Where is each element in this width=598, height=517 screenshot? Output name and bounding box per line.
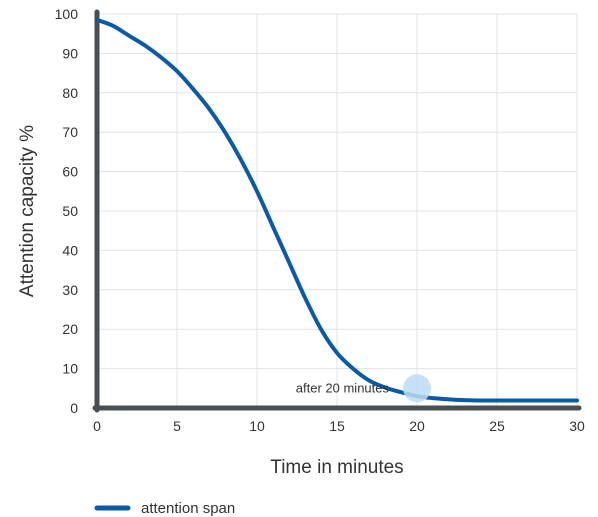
x-tick-label-15: 15 xyxy=(329,418,345,434)
x-tick-label-0: 0 xyxy=(93,418,101,434)
x-axis-title: Time in minutes xyxy=(270,457,403,478)
y-tick-label-100: 100 xyxy=(55,6,79,22)
x-tick-label-25: 25 xyxy=(489,418,505,434)
series-line-attention-span xyxy=(95,17,579,403)
y-tick-label-80: 80 xyxy=(62,85,78,101)
y-tick-label-30: 30 xyxy=(62,282,78,298)
y-tick-label-60: 60 xyxy=(62,164,78,180)
chart-axes xyxy=(92,9,582,413)
y-tick-label-70: 70 xyxy=(62,124,78,140)
annotation-label: after 20 minutes xyxy=(296,380,390,395)
x-tick-label-10: 10 xyxy=(249,418,265,434)
y-tick-label-90: 90 xyxy=(62,45,78,61)
y-tick-label-0: 0 xyxy=(70,400,78,416)
y-axis-title: Attention capacity % xyxy=(17,125,38,297)
x-tick-label-5: 5 xyxy=(173,418,181,434)
y-tick-label-20: 20 xyxy=(62,321,78,337)
chart-tick-labels: 0 10 20 30 40 50 60 70 80 90 100 0 5 10 15 20 25 30 xyxy=(55,6,585,434)
y-tick-label-40: 40 xyxy=(62,242,78,258)
y-tick-label-10: 10 xyxy=(62,361,78,377)
y-tick-label-50: 50 xyxy=(62,203,78,219)
x-tick-label-30: 30 xyxy=(569,418,585,434)
legend-label-attention-span: attention span xyxy=(141,500,235,517)
x-tick-label-20: 20 xyxy=(409,418,425,434)
chart-series xyxy=(95,17,579,403)
annotation-marker xyxy=(403,374,431,403)
chart-legend: attention span xyxy=(94,500,235,517)
chart-annotation-group: after 20 minutes xyxy=(296,374,431,403)
chart-grid xyxy=(97,13,578,408)
